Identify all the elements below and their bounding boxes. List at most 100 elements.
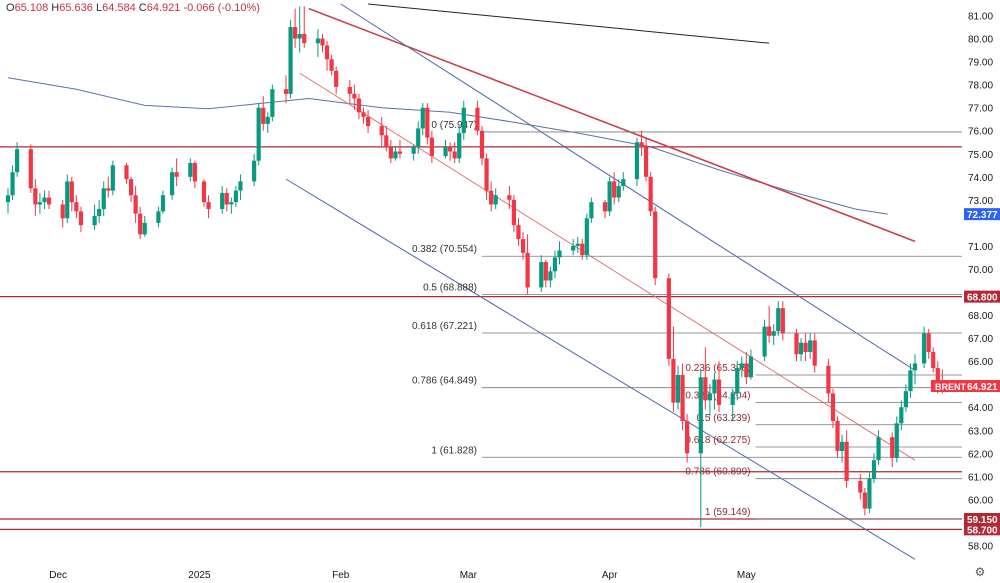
candle[interactable] [812, 333, 817, 373]
candle[interactable] [867, 471, 872, 514]
candle[interactable] [361, 107, 366, 124]
candle[interactable] [265, 112, 270, 134]
candle[interactable] [648, 172, 653, 216]
candle[interactable] [452, 142, 457, 163]
candle[interactable] [448, 142, 453, 161]
candle[interactable] [511, 195, 517, 233]
candle[interactable] [133, 186, 138, 223]
candle[interactable] [621, 172, 626, 191]
candle[interactable] [680, 363, 685, 431]
candle[interactable] [220, 186, 225, 214]
candle[interactable] [78, 206, 84, 233]
candle[interactable] [92, 204, 97, 230]
candle[interactable] [876, 430, 881, 465]
candle[interactable] [912, 354, 918, 385]
candle[interactable] [106, 176, 111, 198]
candle[interactable] [580, 239, 585, 260]
candle[interactable] [324, 40, 330, 71]
candle[interactable] [60, 199, 65, 228]
candle[interactable] [10, 165, 15, 200]
candle[interactable] [397, 139, 403, 159]
candle[interactable] [643, 137, 649, 182]
candle[interactable] [666, 273, 671, 366]
candle[interactable] [233, 186, 238, 207]
candle[interactable] [858, 474, 863, 500]
candle[interactable] [110, 160, 115, 196]
candle[interactable] [65, 174, 70, 223]
candle[interactable] [229, 197, 234, 214]
candle[interactable] [379, 116, 384, 147]
candle[interactable] [922, 326, 927, 369]
candle[interactable] [830, 388, 836, 428]
candle[interactable] [776, 301, 781, 336]
candle[interactable] [548, 266, 553, 288]
candle[interactable] [899, 400, 904, 431]
candle[interactable] [429, 130, 434, 163]
candle[interactable] [97, 199, 102, 223]
candle[interactable] [525, 234, 530, 295]
candle[interactable] [839, 434, 845, 463]
candle[interactable] [748, 349, 754, 380]
candle[interactable] [489, 181, 494, 212]
candle[interactable] [575, 236, 580, 253]
candle[interactable] [393, 146, 398, 161]
candle[interactable] [826, 358, 831, 403]
candle[interactable] [735, 361, 740, 401]
candle[interactable] [302, 6, 307, 48]
candle[interactable] [685, 414, 690, 463]
candle[interactable] [794, 328, 799, 362]
candle[interactable] [557, 241, 562, 265]
candle[interactable] [634, 137, 640, 187]
candle[interactable] [844, 430, 849, 488]
candle[interactable] [607, 176, 612, 216]
candle[interactable] [5, 188, 11, 214]
candle[interactable] [762, 319, 767, 362]
candle[interactable] [206, 195, 211, 219]
candle[interactable] [443, 139, 448, 159]
candle[interactable] [320, 33, 325, 53]
candle[interactable] [388, 139, 393, 163]
candle[interactable] [571, 239, 576, 256]
candle[interactable] [803, 333, 808, 362]
candle[interactable] [798, 338, 804, 362]
candle[interactable] [520, 232, 526, 260]
candle[interactable] [475, 100, 480, 136]
candle[interactable] [124, 162, 129, 184]
candle[interactable] [28, 144, 33, 193]
candle[interactable] [908, 363, 913, 399]
candle[interactable] [739, 356, 744, 378]
candle[interactable] [128, 176, 134, 203]
candle[interactable] [169, 167, 175, 200]
candle[interactable] [238, 174, 243, 200]
candle[interactable] [675, 365, 681, 410]
candle[interactable] [261, 96, 266, 131]
candle[interactable] [712, 372, 717, 410]
candle[interactable] [252, 153, 257, 187]
candle[interactable] [926, 328, 931, 359]
candle[interactable] [365, 109, 371, 134]
candle[interactable] [602, 199, 608, 219]
candle[interactable] [201, 179, 207, 207]
candle[interactable] [671, 326, 676, 412]
candle[interactable] [174, 158, 179, 187]
candle[interactable] [33, 179, 38, 216]
candle[interactable] [69, 176, 74, 212]
candle[interactable] [780, 301, 785, 341]
candle[interactable] [931, 347, 936, 373]
candle[interactable] [457, 126, 462, 163]
candle[interactable] [584, 213, 589, 260]
candle[interactable] [293, 8, 298, 48]
candle[interactable] [15, 142, 20, 177]
candle[interactable] [315, 29, 321, 57]
candle[interactable] [894, 416, 899, 463]
candle[interactable] [329, 54, 334, 76]
candle[interactable] [42, 190, 47, 210]
candle[interactable] [716, 361, 722, 412]
candle[interactable] [698, 370, 703, 528]
candle[interactable] [288, 20, 293, 99]
candle[interactable] [744, 351, 749, 385]
candle[interactable] [871, 453, 877, 484]
candle[interactable] [862, 487, 867, 516]
candle[interactable] [142, 215, 147, 237]
